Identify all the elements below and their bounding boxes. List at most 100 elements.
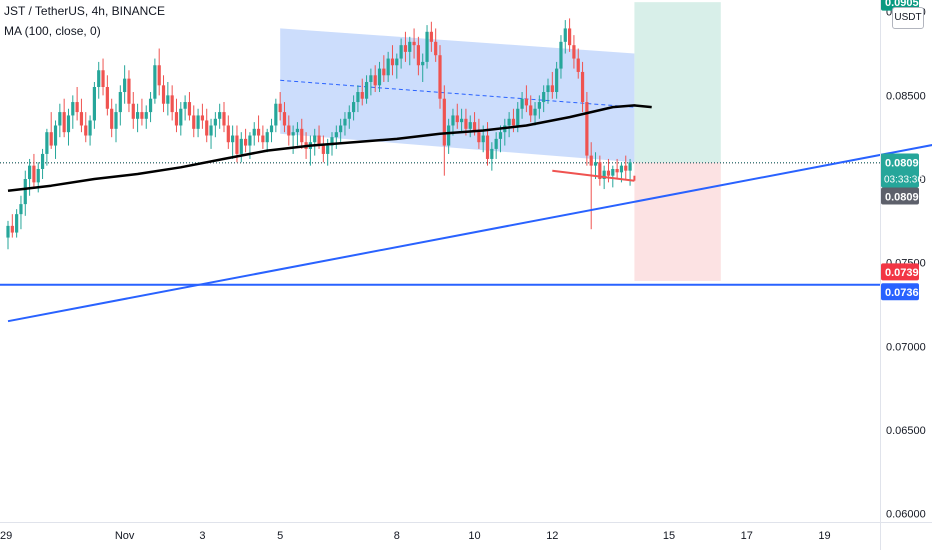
candle-body [265, 132, 269, 143]
candle-body [429, 31, 433, 42]
candle-body [278, 103, 282, 113]
candle-body [364, 81, 369, 99]
candle-body [62, 112, 66, 133]
current-price-text: 0.08099 [885, 157, 925, 169]
target-zone[interactable] [634, 2, 721, 163]
candle-body [295, 128, 300, 133]
candle-body [390, 58, 395, 66]
candle-body [472, 122, 477, 133]
candle-body [347, 112, 351, 119]
stop-zone[interactable] [634, 162, 721, 281]
candle-body [498, 132, 503, 139]
candle-body [53, 125, 58, 146]
candle-body [619, 165, 624, 173]
candle-body [144, 112, 148, 119]
candle-body [148, 98, 153, 113]
candle-body [261, 135, 265, 143]
candle-body [438, 55, 442, 99]
candle-body [321, 145, 325, 154]
candle-body [408, 41, 412, 52]
prev-close-tag[interactable] [881, 187, 919, 205]
candle-body [244, 138, 248, 146]
candle-body [49, 132, 53, 146]
candle-body [555, 68, 559, 93]
candle-body [183, 102, 187, 109]
candle-body [572, 45, 576, 59]
candle-body [222, 112, 226, 126]
candle-body [507, 118, 511, 126]
candle-body [559, 41, 563, 69]
candle-body [97, 70, 101, 87]
candle-body [101, 70, 105, 87]
candle-body [451, 115, 455, 126]
candle-body [269, 125, 274, 133]
candle-body [252, 128, 256, 136]
moving-average-line[interactable] [7, 104, 652, 192]
candle-body [88, 120, 92, 136]
candle-body [205, 120, 209, 136]
candle-body [529, 105, 533, 116]
candle-body [282, 112, 287, 126]
neckline[interactable] [552, 169, 635, 182]
candle-body [533, 108, 537, 116]
current-price-tag[interactable] [881, 153, 919, 188]
candle-body [300, 128, 304, 143]
candle-body [123, 78, 127, 93]
candle-body [334, 132, 338, 138]
stop-price-tag[interactable] [881, 263, 919, 281]
candle-body [550, 85, 554, 93]
candle-body [568, 28, 572, 46]
countdown-text: 03:33:36 [884, 174, 923, 185]
candle-body [71, 102, 75, 116]
candle-body [157, 65, 161, 86]
candle-body [585, 102, 589, 156]
candle-body [231, 135, 235, 143]
candle-body [330, 137, 334, 146]
candle-body [589, 155, 593, 166]
candle-body [118, 92, 122, 113]
candle-body [28, 165, 32, 180]
candle-body [166, 95, 170, 104]
y-tick-label: 0.07000 [886, 341, 926, 353]
stop-price-tag-text: 0.07391 [885, 267, 925, 279]
candle-body [291, 132, 295, 136]
x-tick-label: 19 [818, 530, 830, 542]
y-tick-label: 0.06500 [886, 425, 926, 437]
descending-channel[interactable] [280, 28, 635, 163]
level-price-tag[interactable] [881, 283, 919, 301]
candle-body [343, 118, 347, 126]
candle-body [75, 102, 79, 113]
channel-midline[interactable] [280, 79, 635, 108]
candle-body [174, 112, 179, 126]
candle-body [170, 95, 174, 113]
candle-body [602, 170, 606, 180]
candle-body [481, 135, 485, 143]
candle-body [576, 58, 580, 72]
candle-body [593, 162, 598, 166]
candle-body [239, 138, 243, 154]
candle-body [546, 85, 550, 93]
currency-selector[interactable]: USDT [892, 7, 924, 29]
x-tick-label: 29 [0, 530, 12, 542]
candle-body [615, 168, 619, 173]
prev-close-text: 0.08096 [885, 191, 925, 203]
x-tick-label: 15 [663, 530, 675, 542]
candle-body [542, 92, 546, 103]
candle-body [520, 98, 524, 109]
candle-body [256, 128, 261, 136]
candle-body [464, 118, 468, 129]
candle-body [580, 71, 585, 103]
candle-body [485, 135, 490, 159]
candle-body [360, 92, 364, 99]
candle-body [213, 118, 217, 126]
candle-body [32, 165, 36, 183]
ma-legend[interactable]: MA (100, close, 0) [4, 24, 101, 38]
candle-body [110, 108, 114, 129]
symbol-title[interactable]: JST / TetherUS, 4h, BINANCE [4, 4, 165, 18]
candle-body [209, 125, 213, 136]
candle-body [140, 112, 144, 119]
candle-body [442, 98, 446, 146]
candle-body [15, 214, 19, 233]
